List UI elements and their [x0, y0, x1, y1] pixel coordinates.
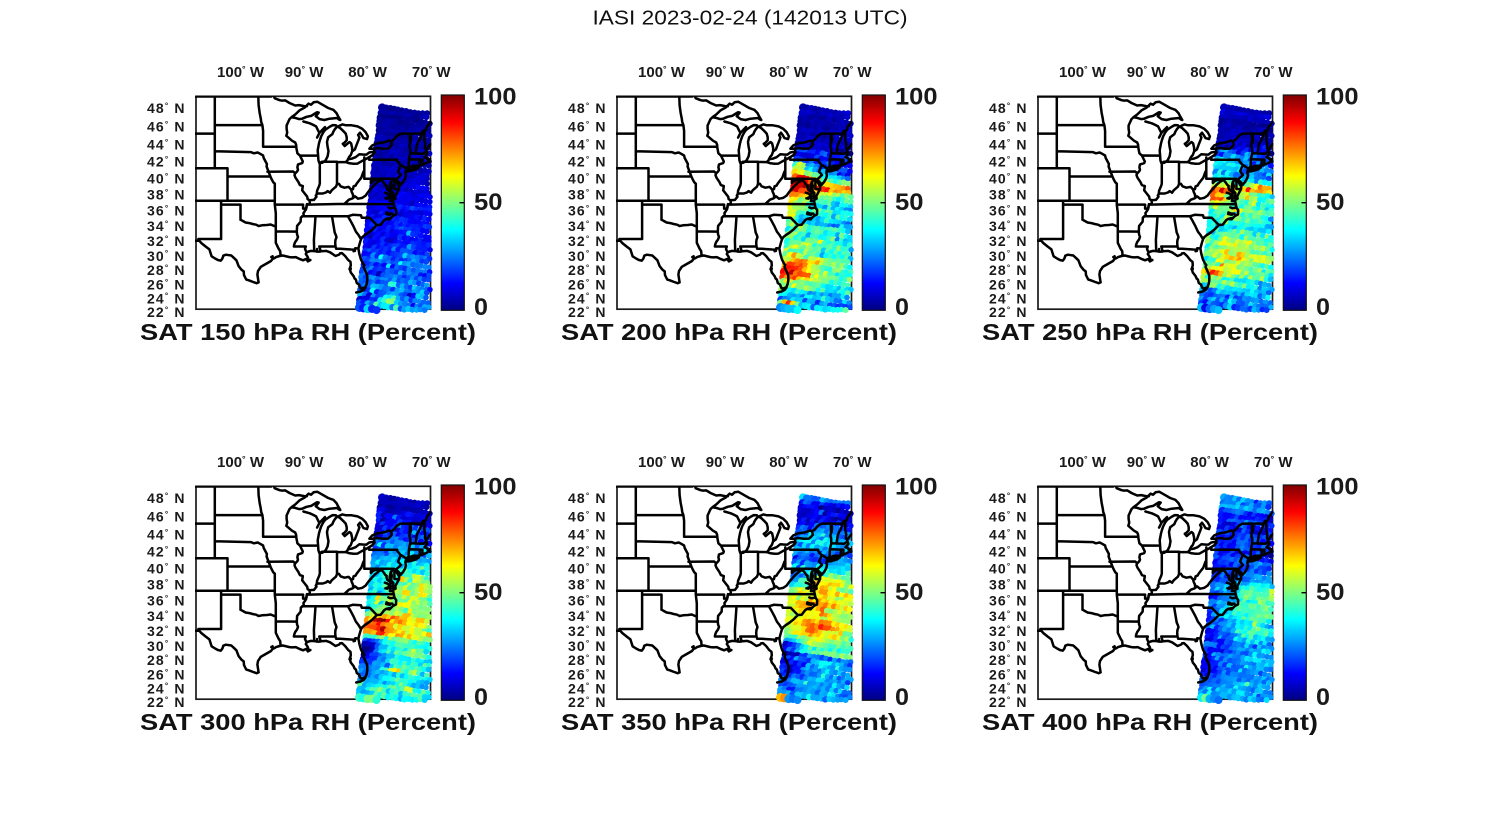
svg-text:SAT 300 hPa RH (Percent): SAT 300 hPa RH (Percent)	[140, 709, 476, 735]
svg-text:SAT 350 hPa RH (Percent): SAT 350 hPa RH (Percent)	[561, 709, 897, 735]
svg-text:SAT 150 hPa RH (Percent): SAT 150 hPa RH (Percent)	[140, 319, 476, 345]
svg-text:SAT 250 hPa RH (Percent): SAT 250 hPa RH (Percent)	[982, 319, 1318, 345]
svg-text:SAT 400 hPa RH (Percent): SAT 400 hPa RH (Percent)	[982, 709, 1318, 735]
svg-text:IASI 2023-02-24 (142013 UTC): IASI 2023-02-24 (142013 UTC)	[593, 7, 908, 30]
svg-text:SAT 200 hPa RH (Percent): SAT 200 hPa RH (Percent)	[561, 319, 897, 345]
